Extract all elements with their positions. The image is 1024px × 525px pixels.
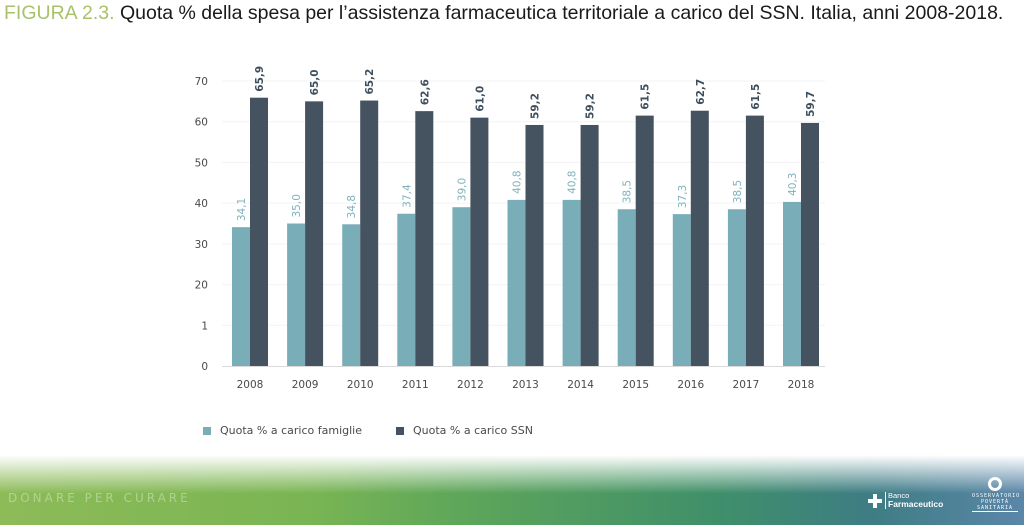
data-label-famiglie: 34,1 xyxy=(236,198,248,221)
figure-caption: Quota % della spesa per l’assistenza far… xyxy=(119,2,1004,24)
bar-chart: 0 1 20 30 40 50 60 70 34,1 65,9 35,0 65,0 34,8 65,2 3… xyxy=(195,66,825,391)
y-tick-label: 50 xyxy=(195,157,208,169)
bar-ssn xyxy=(801,122,819,366)
figure-label: FIGURA 2.3. xyxy=(4,2,115,24)
footer-slogan: DONARE PER CURARE xyxy=(8,491,191,505)
figure-title: FIGURA 2.3. Quota % della spesa per l’as… xyxy=(4,2,1014,24)
data-label-ssn: 61,5 xyxy=(750,84,762,110)
x-tick-label: 2018 xyxy=(788,379,815,391)
x-tick-label: 2017 xyxy=(733,379,760,391)
x-tick-label: 2016 xyxy=(677,379,704,391)
x-tick-label: 2010 xyxy=(347,379,374,391)
bar-famiglie xyxy=(507,199,526,366)
x-tick-label: 2009 xyxy=(292,379,319,391)
osservatorio-logo: OSSERVATORIO POVERTÀ SANITARIA xyxy=(972,477,1021,512)
data-label-ssn: 61,5 xyxy=(640,84,652,110)
data-label-ssn: 62,6 xyxy=(419,79,431,105)
data-label-ssn: 61,0 xyxy=(474,86,486,112)
x-tick-label: 2014 xyxy=(567,379,594,391)
y-tick-label: 60 xyxy=(195,117,208,129)
bar-famiglie xyxy=(232,227,250,366)
footer-banner: DONARE PER CURARE Banco Farmaceutico OSSE… xyxy=(0,455,1024,525)
legend-label-ssn: Quota % a carico SSN xyxy=(413,424,533,437)
bar-famiglie xyxy=(617,209,636,366)
bar-famiglie xyxy=(452,207,471,366)
logo-banco-line1: Banco xyxy=(888,491,910,500)
y-tick-label: 30 xyxy=(195,239,208,251)
bar-ssn xyxy=(360,100,379,367)
x-tick-label: 2008 xyxy=(237,379,264,391)
y-tick-label: 20 xyxy=(195,280,208,292)
y-tick-label: 1 xyxy=(201,320,208,332)
bar-ssn xyxy=(580,124,599,366)
data-label-famiglie: 38,5 xyxy=(622,180,634,203)
bar-famiglie xyxy=(397,213,416,366)
bar-ssn xyxy=(690,110,709,366)
legend-swatch-ssn xyxy=(396,426,404,435)
logo-osserv-line2: POVERTÀ xyxy=(980,499,1010,505)
legend-item-famiglie: Quota % a carico famiglie xyxy=(203,424,362,437)
bar-ssn xyxy=(745,115,764,366)
legend-item-ssn: Quota % a carico SSN xyxy=(396,424,533,437)
bar-ssn xyxy=(415,111,434,366)
data-label-ssn: 59,7 xyxy=(805,91,817,117)
data-label-ssn: 65,9 xyxy=(254,66,266,92)
data-label-famiglie: 39,0 xyxy=(456,178,468,201)
bar-famiglie xyxy=(342,224,361,366)
bar-famiglie xyxy=(562,199,581,366)
x-tick-label: 2015 xyxy=(622,379,649,391)
x-tick-label: 2012 xyxy=(457,379,484,391)
data-label-famiglie: 40,3 xyxy=(787,173,799,196)
y-tick-label: 0 xyxy=(201,361,208,373)
logo-osserv-line1: OSSERVATORIO xyxy=(972,493,1021,499)
data-label-famiglie: 38,5 xyxy=(732,180,744,203)
banco-farmaceutico-logo: Banco Farmaceutico xyxy=(868,492,943,509)
bar-ssn xyxy=(250,97,268,366)
y-tick-label: 40 xyxy=(195,198,208,210)
cross-icon xyxy=(868,493,882,508)
data-label-ssn: 59,2 xyxy=(530,93,542,119)
logo-banco-line2: Farmaceutico xyxy=(888,499,944,509)
data-label-ssn: 62,7 xyxy=(695,79,707,105)
bar-famiglie xyxy=(287,223,306,366)
legend-swatch-famiglie xyxy=(203,426,211,435)
magnifier-icon xyxy=(988,477,1002,491)
x-tick-label: 2013 xyxy=(512,379,539,391)
bar-ssn xyxy=(525,124,544,366)
data-label-ssn: 65,0 xyxy=(309,69,321,95)
bar-ssn xyxy=(305,101,324,366)
bar-famiglie xyxy=(672,214,691,366)
logo-osserv-line3: SANITARIA xyxy=(972,505,1018,512)
data-label-famiglie: 34,8 xyxy=(346,195,358,218)
data-label-famiglie: 40,8 xyxy=(567,170,579,193)
data-label-famiglie: 37,3 xyxy=(677,185,689,208)
bar-ssn xyxy=(635,115,654,366)
data-label-famiglie: 40,8 xyxy=(512,170,524,193)
legend-label-famiglie: Quota % a carico famiglie xyxy=(220,424,362,437)
bar-famiglie xyxy=(783,201,801,366)
data-label-famiglie: 35,0 xyxy=(291,194,303,217)
bar-ssn xyxy=(470,117,489,367)
bar-famiglie xyxy=(727,209,746,366)
x-tick-label: 2011 xyxy=(402,379,429,391)
data-label-ssn: 59,2 xyxy=(585,93,597,119)
legend: Quota % a carico famiglie Quota % a cari… xyxy=(203,424,533,437)
y-tick-label: 70 xyxy=(195,76,208,88)
data-label-famiglie: 37,4 xyxy=(401,184,413,208)
data-label-ssn: 65,2 xyxy=(364,69,376,95)
